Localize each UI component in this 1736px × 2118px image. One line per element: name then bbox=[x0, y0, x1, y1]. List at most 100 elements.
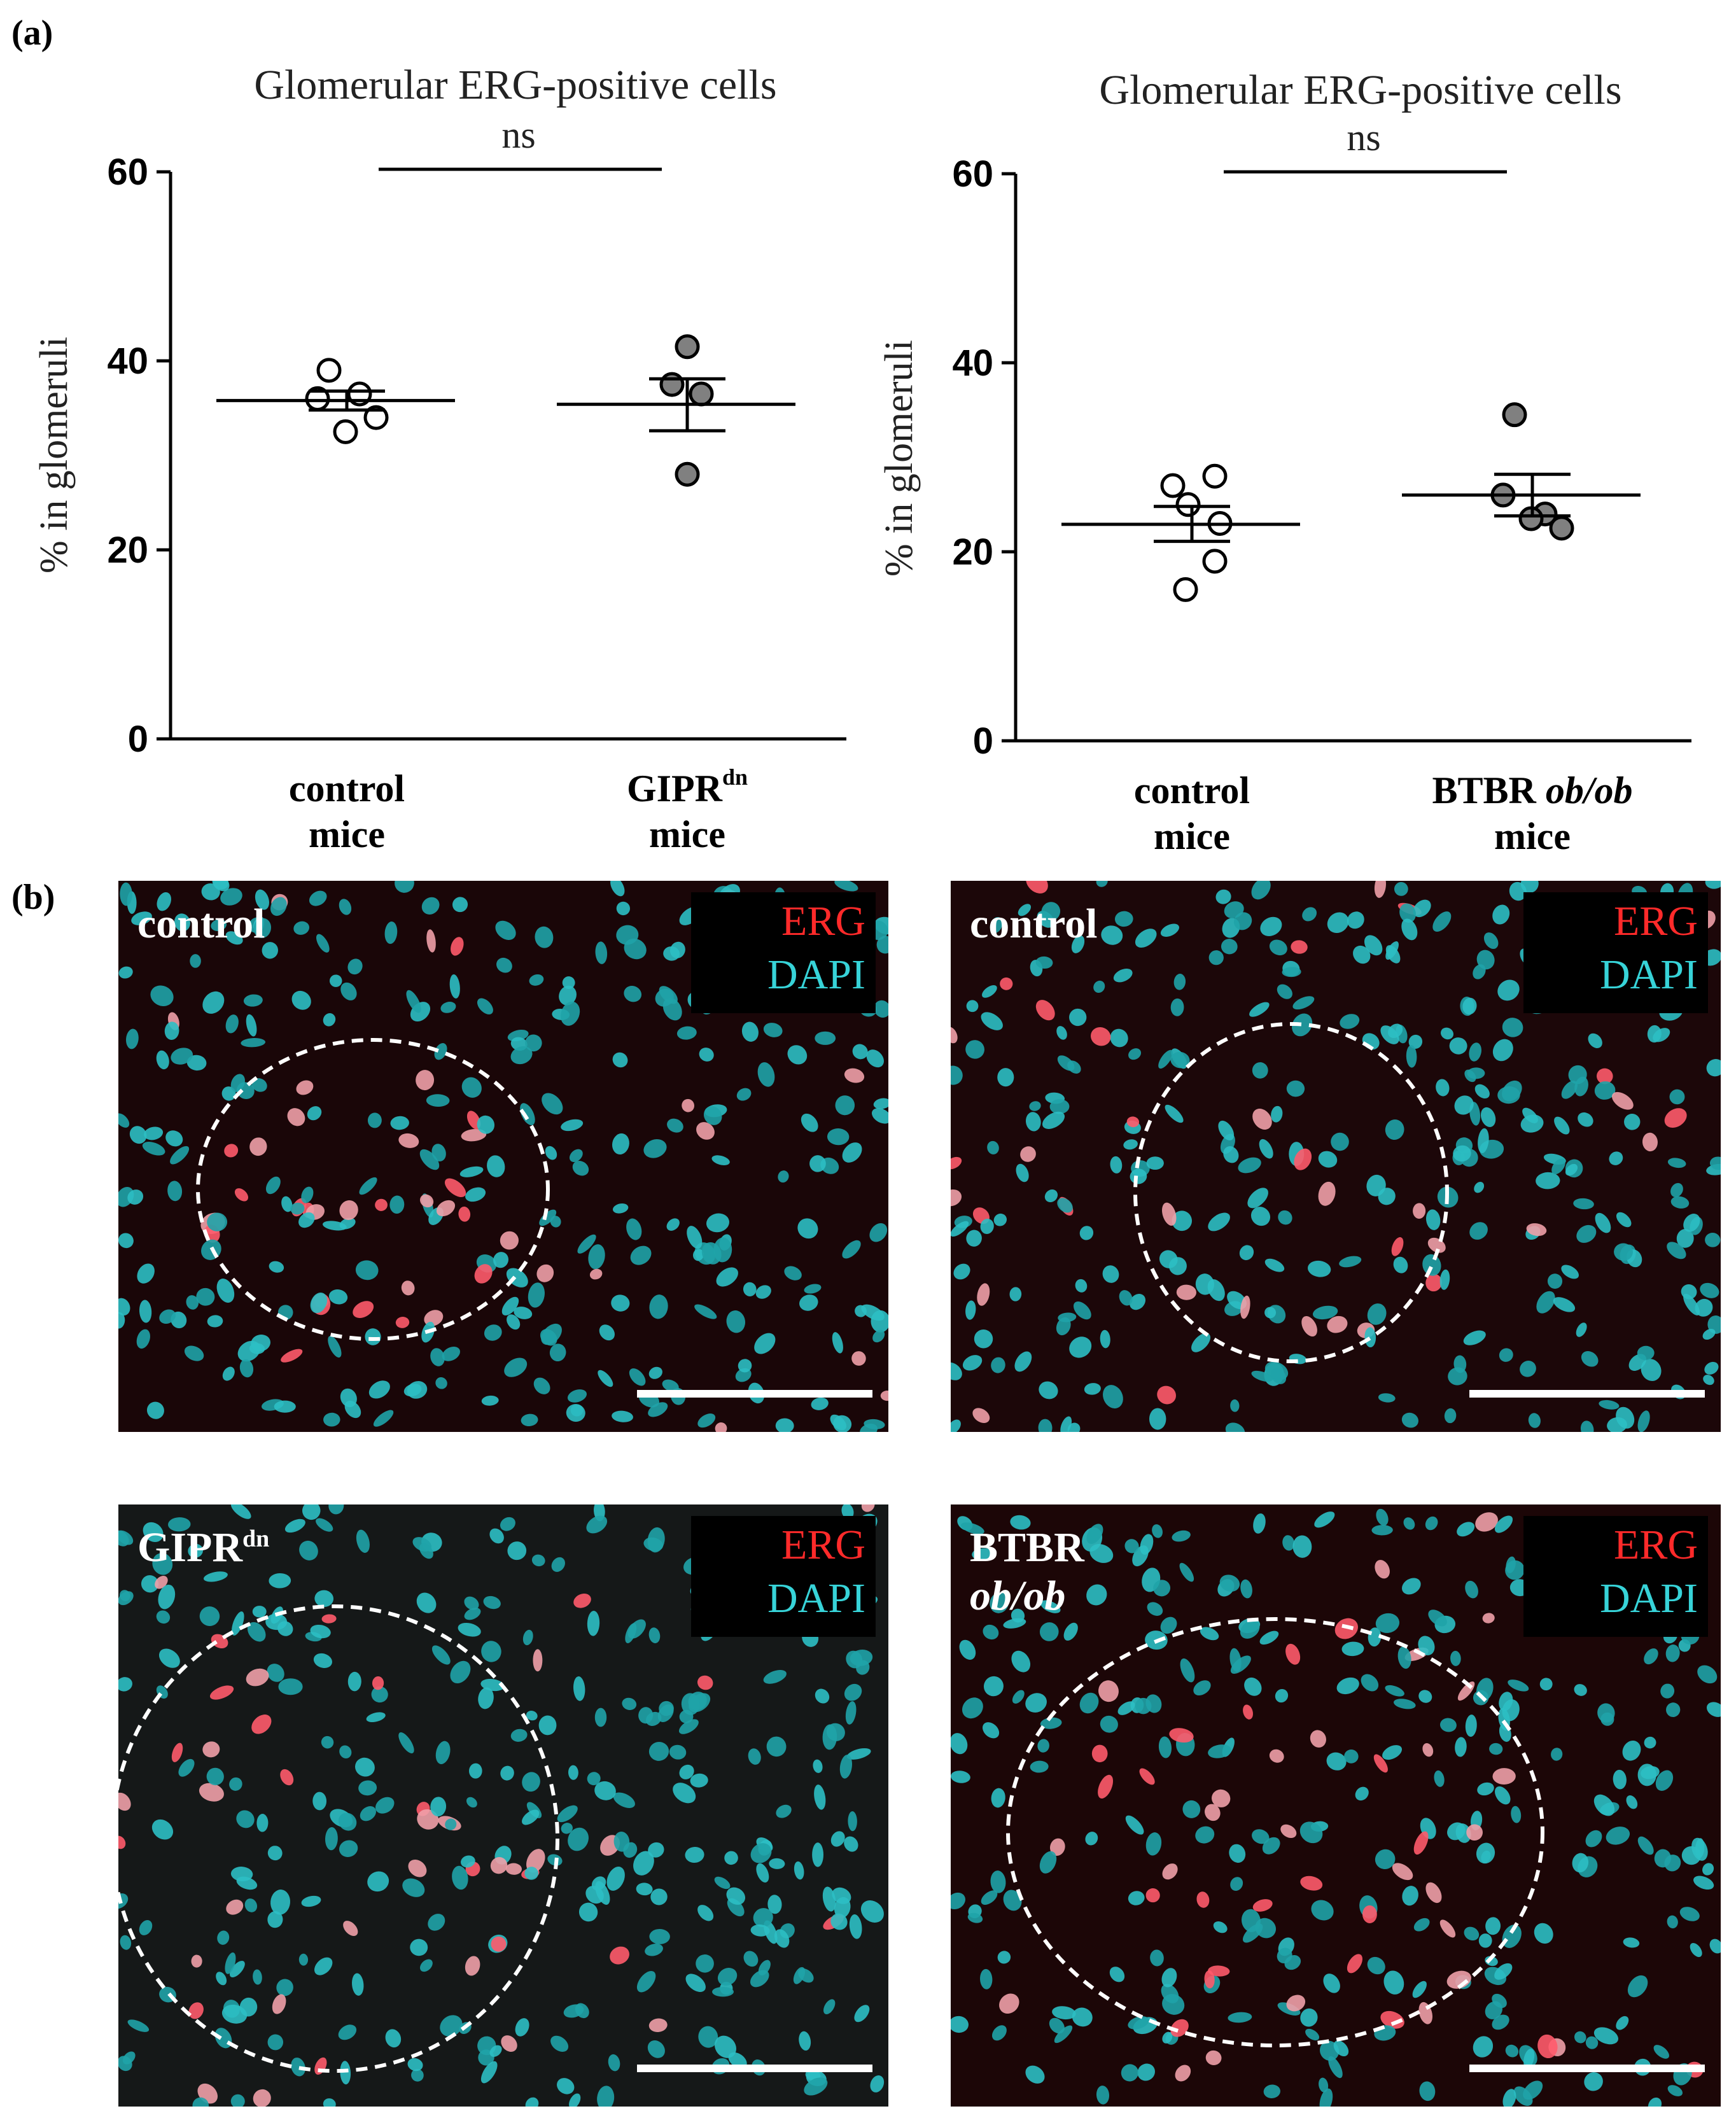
dapi-nucleus bbox=[756, 1863, 769, 1883]
dapi-nucleus bbox=[1052, 2006, 1076, 2020]
dapi-nucleus bbox=[445, 1818, 457, 1830]
dapi-nucleus bbox=[1096, 881, 1108, 887]
dapi-nucleus bbox=[1208, 1212, 1230, 1231]
dapi-nucleus bbox=[1419, 2081, 1436, 2101]
dapi-nucleus bbox=[714, 2035, 736, 2058]
legend-box bbox=[691, 892, 876, 1013]
dapi-nucleus bbox=[1666, 1702, 1681, 1717]
erg-nucleus bbox=[436, 1200, 456, 1217]
significance-label: ns bbox=[1347, 116, 1380, 158]
legend-erg: ERG bbox=[1614, 898, 1698, 944]
dapi-nucleus bbox=[809, 1155, 826, 1172]
dapi-nucleus bbox=[156, 1610, 171, 1624]
erg-nucleus bbox=[280, 1769, 294, 1786]
dapi-nucleus bbox=[1193, 1680, 1211, 1695]
dapi-nucleus bbox=[647, 2040, 665, 2058]
dapi-nucleus bbox=[1093, 980, 1105, 993]
dapi-nucleus bbox=[629, 1368, 646, 1386]
dapi-nucleus bbox=[1465, 1580, 1478, 1599]
dapi-nucleus bbox=[1418, 1636, 1435, 1655]
dapi-nucleus bbox=[529, 974, 544, 986]
dapi-nucleus bbox=[241, 1038, 266, 1048]
erg-nucleus bbox=[296, 1080, 314, 1095]
dapi-nucleus bbox=[951, 1771, 970, 1783]
dapi-nucleus bbox=[630, 1245, 652, 1265]
dapi-nucleus bbox=[1422, 1254, 1441, 1276]
dapi-nucleus bbox=[236, 1876, 258, 1890]
dapi-nucleus bbox=[186, 1055, 207, 1071]
dapi-nucleus bbox=[625, 1623, 637, 1643]
dapi-nucleus bbox=[541, 1323, 562, 1345]
dapi-nucleus bbox=[804, 2077, 828, 2096]
chart-title: Glomerular ERG-positive cells bbox=[254, 62, 776, 108]
erg-nucleus bbox=[1243, 1704, 1253, 1720]
dapi-nucleus bbox=[1406, 1045, 1417, 1068]
dapi-nucleus bbox=[1399, 903, 1416, 923]
dapi-nucleus bbox=[1035, 956, 1053, 969]
dapi-nucleus bbox=[1502, 2089, 1516, 2107]
dapi-nucleus bbox=[616, 925, 639, 945]
dapi-nucleus bbox=[1499, 1692, 1513, 1711]
dapi-nucleus bbox=[1049, 1099, 1070, 1114]
dapi-nucleus bbox=[1655, 1770, 1674, 1791]
dapi-nucleus bbox=[982, 1722, 1000, 1739]
data-point bbox=[1175, 492, 1201, 517]
erg-nucleus bbox=[249, 1137, 267, 1156]
dapi-nucleus bbox=[1553, 1297, 1576, 1312]
dapi-nucleus bbox=[1158, 1049, 1173, 1069]
dapi-nucleus bbox=[1364, 935, 1383, 956]
dapi-nucleus bbox=[1089, 1544, 1114, 1563]
dapi-nucleus bbox=[1670, 1196, 1690, 1209]
dapi-nucleus bbox=[1641, 1359, 1662, 1381]
dapi-nucleus bbox=[848, 1811, 857, 1832]
dapi-nucleus bbox=[158, 1584, 176, 1610]
dapi-nucleus bbox=[612, 1052, 628, 1068]
dapi-nucleus bbox=[685, 1974, 706, 1992]
dapi-nucleus bbox=[202, 991, 225, 1014]
x-category-label: control bbox=[1134, 769, 1250, 811]
erg-nucleus bbox=[1492, 1768, 1516, 1785]
dapi-nucleus bbox=[1502, 1925, 1522, 1948]
dapi-nucleus bbox=[477, 1115, 495, 1134]
dapi-nucleus bbox=[763, 1670, 787, 1684]
dapi-nucleus bbox=[1683, 1293, 1700, 1315]
dapi-nucleus bbox=[550, 1216, 561, 1228]
dapi-nucleus bbox=[1697, 1665, 1718, 1684]
dapi-nucleus bbox=[1179, 1562, 1194, 1582]
dapi-nucleus bbox=[572, 1161, 589, 1176]
erg-nucleus bbox=[199, 1783, 224, 1802]
erg-nucleus bbox=[1294, 1148, 1312, 1170]
dapi-nucleus bbox=[633, 1851, 654, 1876]
dapi-nucleus bbox=[844, 1836, 858, 1852]
dapi-nucleus bbox=[1425, 1209, 1441, 1230]
y-tick-label: 0 bbox=[973, 720, 993, 762]
dapi-nucleus bbox=[522, 1772, 540, 1792]
dapi-nucleus bbox=[698, 2026, 718, 2048]
dapi-nucleus bbox=[966, 1000, 979, 1013]
dapi-nucleus bbox=[1039, 1851, 1057, 1874]
dapi-nucleus bbox=[1494, 1963, 1513, 1980]
data-point bbox=[675, 334, 700, 360]
dapi-nucleus bbox=[1128, 1891, 1145, 1905]
dapi-nucleus bbox=[1058, 1312, 1077, 1322]
dapi-nucleus bbox=[1347, 911, 1364, 929]
dapi-nucleus bbox=[419, 1149, 440, 1170]
dapi-nucleus bbox=[203, 1571, 228, 1582]
erg-nucleus bbox=[696, 1122, 715, 1140]
erg-nucleus bbox=[1098, 1680, 1119, 1702]
dapi-nucleus bbox=[987, 1140, 999, 1154]
dapi-nucleus bbox=[510, 1729, 528, 1742]
dapi-nucleus bbox=[1539, 1678, 1553, 1691]
dapi-nucleus bbox=[662, 997, 682, 1021]
dapi-nucleus bbox=[1382, 1745, 1403, 1760]
x-category-label-line2: mice bbox=[1494, 815, 1571, 857]
erg-nucleus bbox=[118, 1835, 126, 1849]
erg-nucleus bbox=[1286, 1995, 1306, 2012]
dapi-nucleus bbox=[1626, 1795, 1638, 1809]
dapi-nucleus bbox=[520, 1103, 535, 1126]
dapi-nucleus bbox=[434, 1043, 447, 1060]
erg-nucleus bbox=[1169, 1728, 1194, 1743]
dapi-nucleus bbox=[1667, 1915, 1678, 1928]
dapi-nucleus bbox=[959, 1639, 976, 1660]
dapi-nucleus bbox=[270, 1890, 290, 1915]
